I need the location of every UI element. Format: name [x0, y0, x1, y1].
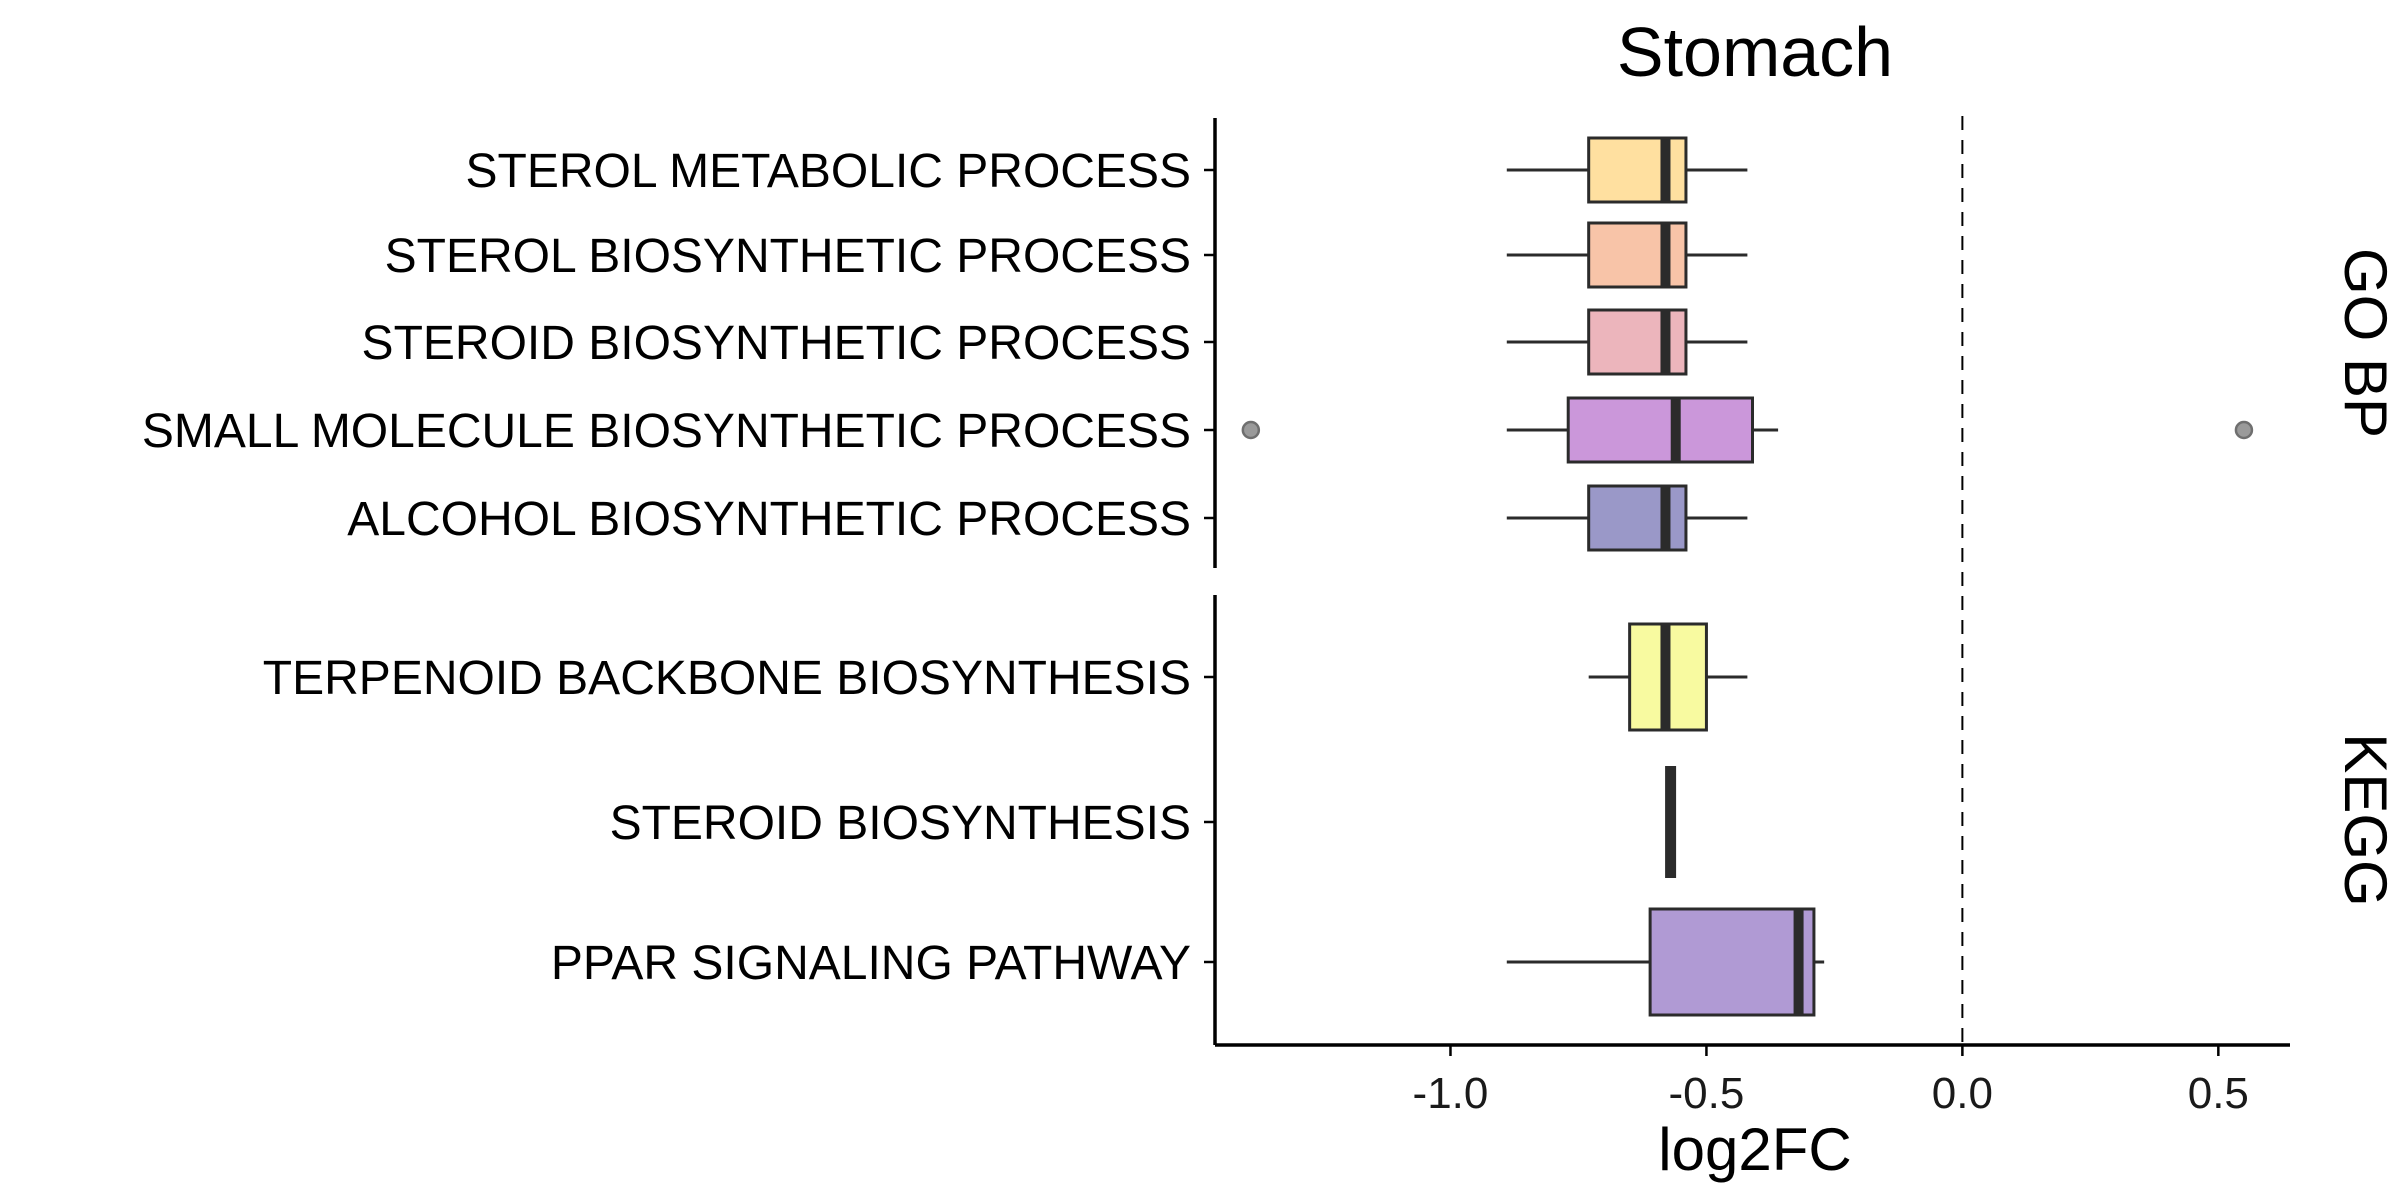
- chart-title: Stomach: [1617, 13, 1893, 91]
- box: [1587, 308, 1688, 376]
- x-tick-label: -0.5: [1669, 1069, 1745, 1118]
- x-tick-label: 0.0: [1932, 1069, 1993, 1118]
- outlier-point: [1241, 420, 1261, 440]
- box: [1566, 396, 1754, 464]
- x-axis-title: log2FC: [1658, 1116, 1851, 1183]
- outlier-point: [2234, 420, 2254, 440]
- category-label: STEROID BIOSYNTHESIS: [610, 797, 1191, 850]
- category-label: SMALL MOLECULE BIOSYNTHETIC PROCESS: [142, 405, 1191, 458]
- category-label: STEROL BIOSYNTHETIC PROCESS: [385, 230, 1191, 283]
- box: [1587, 484, 1688, 552]
- x-tick-label: -1.0: [1413, 1069, 1489, 1118]
- x-tick-label: 0.5: [2188, 1069, 2249, 1118]
- facet-label: GO BP: [2332, 248, 2399, 438]
- box: [1587, 136, 1688, 204]
- category-label: PPAR SIGNALING PATHWAY: [551, 937, 1191, 990]
- box: [1648, 907, 1816, 1017]
- plot-area: STEROL METABOLIC PROCESS STEROL BIOSYNTHE…: [142, 116, 2399, 1045]
- category-label: TERPENOID BACKBONE BIOSYNTHESIS: [263, 652, 1191, 705]
- box: [1587, 221, 1688, 289]
- category-label: STEROL METABOLIC PROCESS: [466, 145, 1191, 198]
- category-label: ALCOHOL BIOSYNTHETIC PROCESS: [347, 493, 1191, 546]
- x-axis: -1.0 -0.5 0.0 0.5: [1215, 1043, 2290, 1118]
- facet-label: KEGG: [2332, 733, 2399, 906]
- category-label: STEROID BIOSYNTHETIC PROCESS: [362, 317, 1191, 370]
